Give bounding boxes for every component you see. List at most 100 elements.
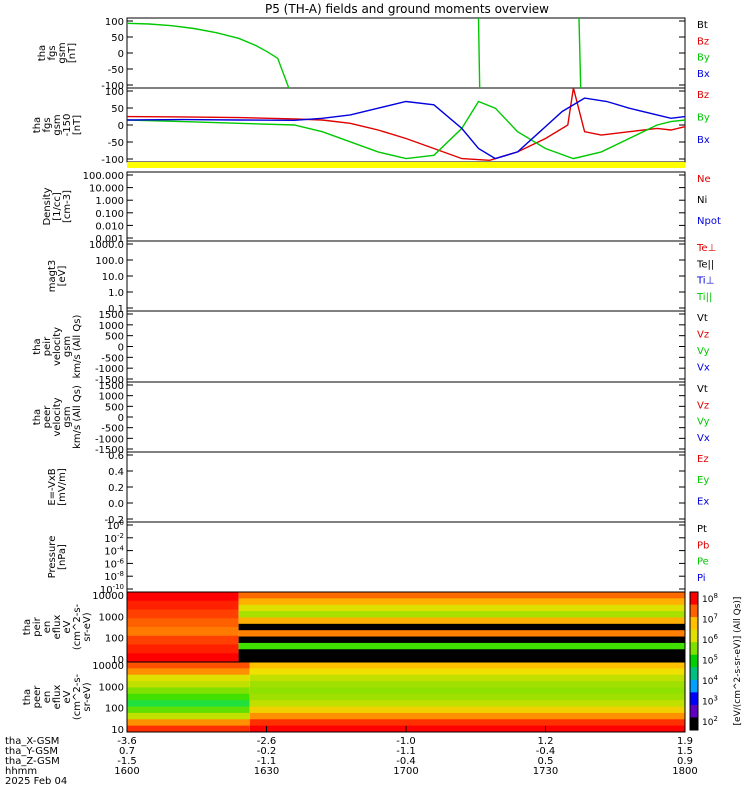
y-tick-label: 10	[111, 655, 124, 666]
x-row-label: tha_Y-GSM	[5, 746, 58, 757]
legend-entry: Pt	[697, 524, 707, 535]
y-tick-label: 0	[118, 343, 124, 354]
y-axis-label: peir	[42, 336, 53, 356]
panel-frame	[126, 310, 686, 383]
legend-entry: Pe	[697, 557, 709, 568]
legend-entry: Ti||	[696, 292, 712, 303]
legend-entry: Ex	[697, 496, 709, 507]
y-tick-label: 0.001	[95, 234, 124, 245]
legend-entry: By	[697, 53, 710, 64]
legend-entry: Vy	[697, 417, 710, 428]
heatmap-cell	[249, 719, 685, 727]
y-tick-label: 50	[111, 33, 124, 44]
colorbar: 108 107 106 105 104 103 102 [eV/(cm^2-s-sr-eV)]…	[689, 591, 743, 731]
legend-entry: By	[697, 112, 710, 123]
legend-entry: Npot	[697, 216, 721, 227]
x-row-value: -1.1	[257, 756, 277, 767]
colorbar-tick-label: 105	[702, 654, 718, 667]
colorbar-cell	[690, 704, 698, 718]
y-tick-label: -1500	[95, 445, 124, 456]
x-row-value: -3.6	[117, 736, 137, 747]
legend-entry: Bx	[697, 69, 710, 80]
y-axis-label: velocity	[52, 327, 63, 366]
heatmap-cell	[127, 668, 250, 676]
y-tick-label: -500	[101, 424, 124, 435]
y-tick-label: 1.0	[108, 288, 124, 299]
legend-entry: Ez	[697, 454, 709, 465]
colorbar-tick-label: 106	[702, 633, 718, 646]
y-axis-label: (cm^2-s-	[72, 603, 83, 650]
heatmap-cell	[127, 674, 250, 682]
y-tick-label: 10000	[92, 661, 124, 672]
y-axis-label: velocity	[52, 397, 63, 436]
colorbar-label: [eV/(cm^2-s-sr-eV)] (All Qs)]	[733, 597, 743, 726]
y-tick-label: -1000	[95, 434, 124, 445]
y-axis-label: E=-VxB	[47, 468, 58, 505]
y-axis-label: Pressure	[47, 536, 58, 579]
y-axis-label: Density	[42, 187, 53, 225]
y-tick-label: 1000	[99, 682, 124, 693]
y-tick-label: 0.6	[108, 451, 124, 462]
panel-frame	[126, 87, 686, 163]
y-axis-label: eflux	[52, 685, 63, 710]
legend-entry: Vx	[697, 433, 710, 444]
panel-frame	[126, 521, 686, 593]
heatmap-cell	[127, 592, 239, 602]
legend-entry: Vt	[697, 313, 708, 324]
legend-entry: Vt	[697, 384, 708, 395]
x-row-label: tha_X-GSM	[5, 736, 59, 747]
heatmap-cell	[238, 617, 685, 625]
panel-efield: 0.6 0.4 0.2 0.0 -0.2 E=-VxB [mV/m] Ez Ey Ex	[47, 451, 709, 526]
y-axis-label: gsm	[52, 114, 63, 135]
y-axis-label: tha	[32, 409, 43, 425]
y-tick-label: -500	[101, 353, 124, 364]
y-tick-label: 10-8	[104, 570, 124, 583]
legend-entry: Ey	[697, 475, 709, 486]
legend-entry: Ni	[697, 195, 707, 206]
legend-entry: Bt	[697, 20, 708, 31]
x-date: 2025 Feb 04	[5, 776, 67, 787]
x-row-value: -1.5	[117, 756, 137, 767]
heatmap-cell	[238, 623, 685, 631]
heatmap-cell	[127, 618, 239, 628]
y-axis-label: peir	[32, 616, 43, 636]
legend-entry: Te||	[696, 259, 714, 270]
colorbar-tick-label: 102	[702, 715, 718, 728]
y-axis-label: sr-eV)	[82, 682, 93, 711]
heatmap-cell	[238, 636, 685, 644]
legend-entry: Bz	[697, 36, 709, 47]
x-row-value: 0.9	[677, 756, 693, 767]
y-axis-label: tha	[22, 689, 33, 705]
colorbar-cell	[690, 629, 698, 643]
colorbar-frame	[689, 591, 699, 731]
heatmap-cell	[127, 627, 239, 637]
panel-temp: 1000.0 100.0 10.0 1.0 0.1 magt3 [eV] Te⊥ Te|| Ti⊥…	[47, 240, 716, 315]
series-group	[127, 18, 582, 88]
y-axis-label: en	[42, 691, 53, 704]
y-axis-label: tha	[37, 45, 48, 61]
x-row-value: -2.6	[257, 736, 277, 747]
y-tick-label: 0	[118, 413, 124, 424]
y-tick-label: 100	[105, 704, 124, 715]
y-tick-label: 1000.0	[89, 240, 124, 251]
panel-frame	[126, 451, 686, 523]
x-row-value: 1630	[254, 766, 279, 777]
heatmap-cell	[127, 700, 250, 708]
colorbar-cell	[690, 604, 698, 618]
heatmap-cell	[238, 604, 685, 612]
legend-entry: Vz	[697, 330, 709, 341]
heatmap-cell	[238, 630, 685, 638]
series-line	[578, 18, 582, 88]
y-tick-label: 10-2	[104, 532, 124, 545]
x-row-value: 1.5	[677, 746, 693, 757]
y-axis-label: [1/cc]	[52, 192, 63, 221]
heatmap-cell	[127, 662, 250, 669]
colorbar-cell	[690, 692, 698, 706]
y-axis-label: [nT]	[72, 115, 83, 135]
y-tick-label: 0.010	[95, 221, 124, 232]
y-axis-label: gsm	[62, 336, 73, 357]
